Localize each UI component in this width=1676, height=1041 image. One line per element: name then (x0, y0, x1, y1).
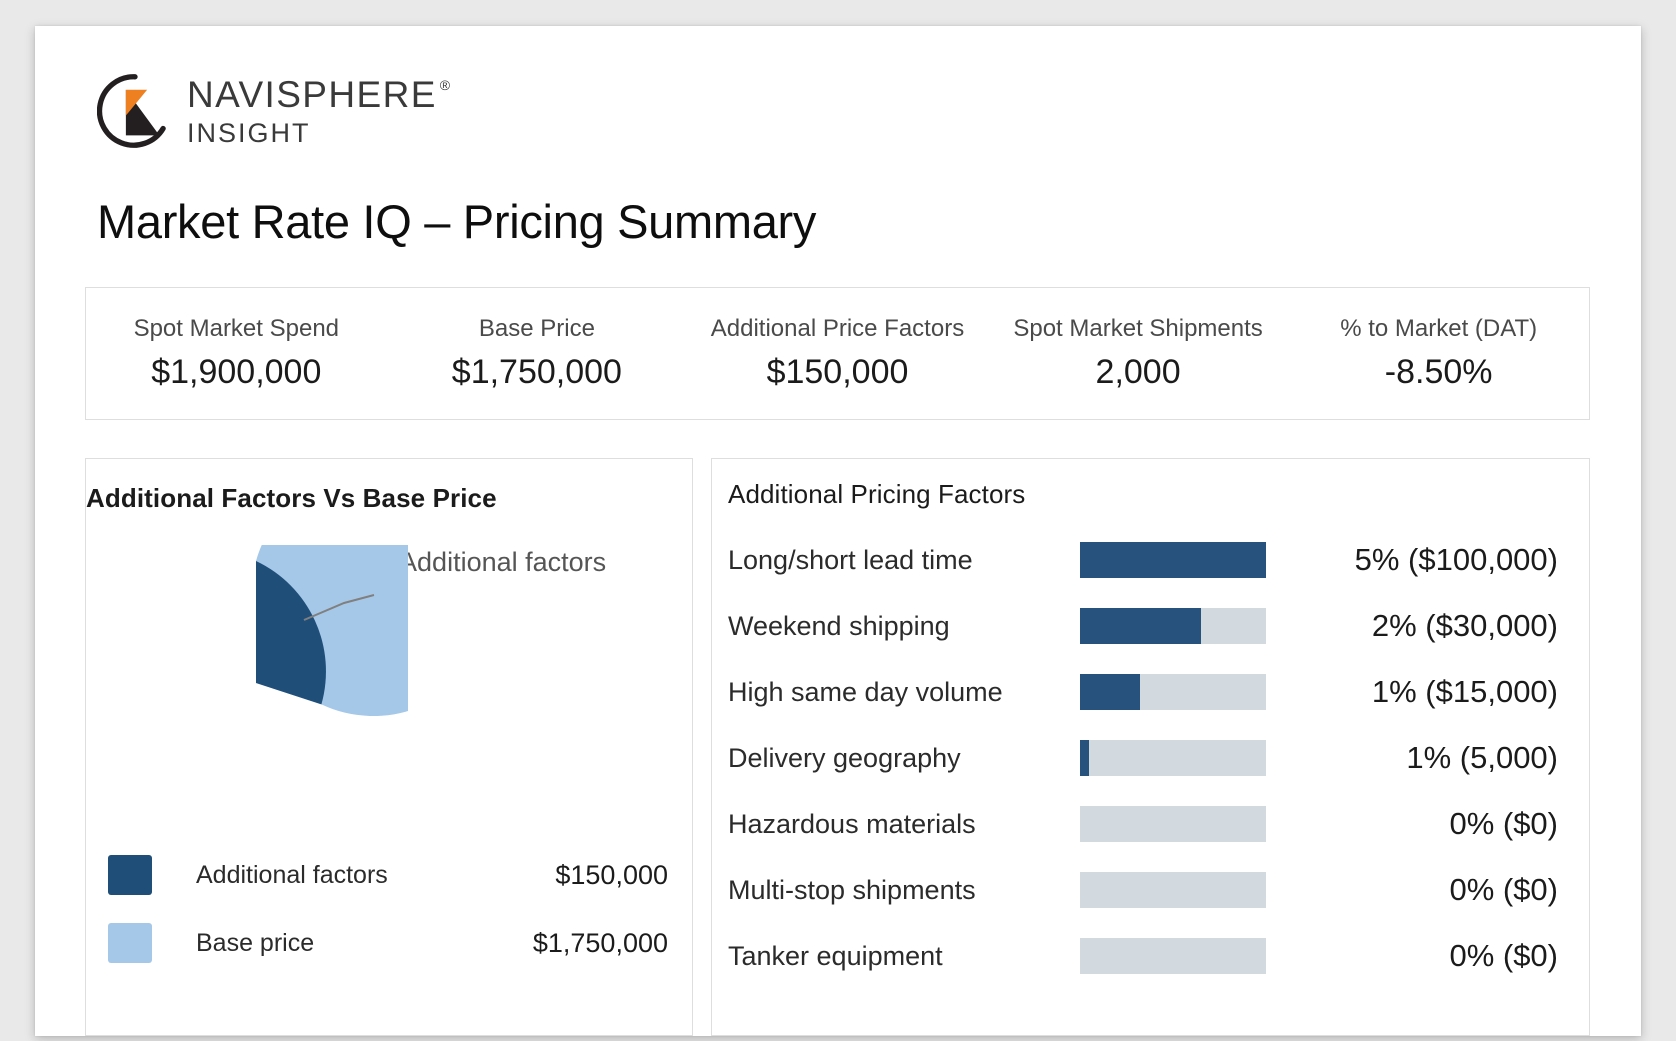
pie-slice-additional-factors (256, 561, 326, 705)
kpi-value: $150,000 (766, 353, 909, 391)
bar-track (1080, 740, 1266, 776)
navisphere-circle-logo-icon (96, 73, 173, 149)
page-title: Market Rate IQ – Pricing Summary (97, 195, 817, 248)
bar-track (1080, 674, 1266, 710)
bar-row: Delivery geography 1% (5,000) (728, 725, 1574, 791)
bar-row: Weekend shipping 2% ($30,000) (728, 593, 1574, 659)
kpi-label: % to Market (DAT) (1340, 315, 1538, 342)
brand-subtitle: INSIGHT (187, 117, 311, 148)
bar-row: Tanker equipment 0% ($0) (728, 923, 1574, 989)
bar-label: Multi-stop shipments (728, 874, 976, 905)
kpi-spot-market-spend: Spot Market Spend $1,900,000 (86, 315, 387, 392)
brand-name: NAVISPHERE ® (187, 76, 452, 113)
kpi-base-price: Base Price $1,750,000 (387, 315, 688, 392)
panel-additional-pricing-factors: Additional Pricing Factors Long/short le… (711, 458, 1590, 1036)
pie-legend: Additional factors $150,000 Base price $… (108, 841, 668, 977)
legend-value: $150,000 (555, 859, 668, 890)
kpi-percent-to-market-dat: % to Market (DAT) -8.50% (1288, 315, 1589, 392)
bar-row: Multi-stop shipments 0% ($0) (728, 857, 1574, 923)
bar-value: 1% ($15,000) (1371, 674, 1558, 709)
legend-item-additional-factors: Additional factors $150,000 (108, 841, 668, 909)
bar-row: High same day volume 1% ($15,000) (728, 659, 1574, 725)
kpi-label: Base Price (478, 315, 595, 342)
kpi-label: Spot Market Shipments (1013, 315, 1263, 342)
bar-value: 2% ($30,000) (1371, 608, 1558, 643)
bar-track (1080, 542, 1266, 578)
kpi-label: Additional Price Factors (710, 315, 965, 342)
bar-label: Weekend shipping (728, 610, 950, 641)
bar-fill (1080, 740, 1090, 776)
kpi-value: $1,750,000 (451, 353, 622, 391)
report-card: NAVISPHERE ® INSIGHT Market Rate IQ – Pr… (35, 26, 1641, 1036)
bar-label: Long/short lead time (728, 544, 973, 575)
bar-track (1080, 608, 1266, 644)
kpi-value: -8.50% (1384, 353, 1493, 391)
bar-fill (1080, 608, 1201, 644)
legend-swatch-icon (108, 923, 152, 963)
panel-title: Additional Pricing Factors (728, 479, 1026, 509)
bar-track (1080, 806, 1266, 842)
registered-mark: ® (439, 76, 452, 93)
pricing-factor-bar-list: Long/short lead time 5% ($100,000) Weeke… (728, 527, 1574, 989)
bar-fill (1080, 542, 1266, 578)
brand-wordmark: NAVISPHERE ® INSIGHT (187, 76, 452, 147)
legend-item-base-price: Base price $1,750,000 (108, 909, 668, 977)
kpi-value: 2,000 (1095, 353, 1181, 391)
bar-value: 0% ($0) (1449, 938, 1558, 973)
brand-name-text: NAVISPHERE (187, 73, 437, 115)
bar-value: 0% ($0) (1449, 806, 1558, 841)
legend-label: Additional factors (196, 860, 388, 889)
kpi-spot-market-shipments: Spot Market Shipments 2,000 (988, 315, 1289, 392)
pie-chart (108, 472, 496, 820)
legend-label: Base price (196, 928, 315, 957)
panel-additional-factors-vs-base-price: Additional Factors Vs Base Price 9% Addi… (85, 458, 693, 1036)
bar-label: Tanker equipment (728, 940, 943, 971)
kpi-value: $1,900,000 (151, 353, 322, 391)
bar-row: Hazardous materials 0% ($0) (728, 791, 1574, 857)
bar-label: Delivery geography (728, 742, 961, 773)
kpi-additional-price-factors: Additional Price Factors $150,000 (687, 315, 988, 392)
bar-value: 5% ($100,000) (1354, 542, 1558, 577)
bar-value: 0% ($0) (1449, 872, 1558, 907)
brand-header: NAVISPHERE ® INSIGHT (96, 73, 452, 149)
bar-label: Hazardous materials (728, 808, 976, 839)
kpi-label: Spot Market Spend (133, 315, 340, 342)
bar-label: High same day volume (728, 676, 1003, 707)
legend-swatch-icon (108, 855, 152, 895)
bar-track (1080, 938, 1266, 974)
bar-value: 1% (5,000) (1406, 740, 1558, 775)
legend-value: $1,750,000 (532, 927, 668, 958)
panel-title: Additional Factors Vs Base Price (86, 483, 497, 513)
bar-row: Long/short lead time 5% ($100,000) (728, 527, 1574, 593)
bar-fill (1080, 674, 1140, 710)
bar-track (1080, 872, 1266, 908)
kpi-strip: Spot Market Spend $1,900,000 Base Price … (85, 287, 1590, 420)
